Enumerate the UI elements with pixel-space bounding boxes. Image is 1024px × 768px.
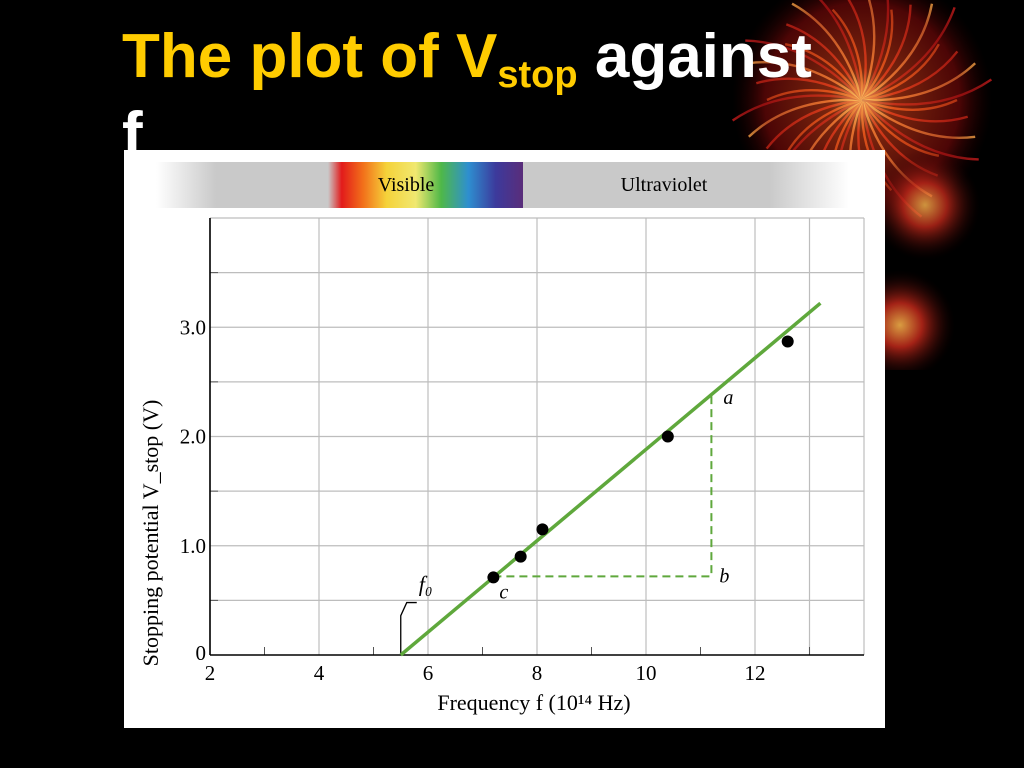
y-tick-label: 1.0 — [180, 534, 206, 558]
fit-line-group — [399, 301, 822, 657]
data-point — [536, 523, 549, 536]
data-point — [514, 550, 527, 563]
chart-panel: Visible Ultraviolet 2 4 6 8 10 12 0 1.0 2.0 3.0 … — [124, 150, 885, 728]
spectrum-bar: Visible Ultraviolet — [156, 162, 849, 208]
annotation-b: b — [719, 565, 729, 587]
x-tick-label: 2 — [205, 661, 216, 685]
minor-ticks — [210, 272, 810, 655]
y-tick-label: 3.0 — [180, 315, 206, 339]
y-axis-label: Stopping potential V_stop (V) — [138, 400, 163, 667]
annotations: a b c — [499, 387, 733, 603]
title-part2: against — [577, 22, 812, 91]
annotation-c: c — [499, 581, 508, 603]
x-tick-label: 12 — [745, 661, 766, 685]
data-point — [661, 430, 674, 443]
slope-triangle — [493, 396, 713, 578]
data-point — [487, 571, 500, 584]
x-tick-label: 8 — [532, 661, 543, 685]
x-axis-label: Frequency f (10¹⁴ Hz) — [437, 690, 630, 715]
x-tick-label: 6 — [423, 661, 434, 685]
y-tick-label: 2.0 — [180, 425, 206, 449]
x-tick-labels: 2 4 6 8 10 12 — [205, 661, 766, 685]
axes — [209, 218, 864, 656]
visible-label: Visible — [378, 174, 435, 196]
data-point — [781, 335, 794, 348]
data-points — [487, 335, 794, 584]
threshold-label: f₀ — [419, 572, 433, 597]
title-subscript: stop — [497, 54, 578, 96]
threshold-bracket — [400, 601, 417, 655]
y-tick-labels: 0 1.0 2.0 3.0 — [180, 315, 206, 665]
slide-title: The plot of Vstop against f — [122, 18, 922, 174]
annotation-a: a — [723, 387, 733, 409]
chart: Visible Ultraviolet 2 4 6 8 10 12 01.02.03.0 … — [138, 162, 865, 715]
fit-line — [399, 301, 822, 657]
title-part1: The plot of V — [122, 22, 498, 91]
x-tick-label: 4 — [314, 661, 325, 685]
y-tick-label: 0 — [196, 641, 207, 665]
x-tick-label: 10 — [636, 661, 657, 685]
ultraviolet-label: Ultraviolet — [621, 174, 708, 196]
grid — [209, 217, 865, 655]
threshold-marker: f₀ — [400, 572, 433, 655]
